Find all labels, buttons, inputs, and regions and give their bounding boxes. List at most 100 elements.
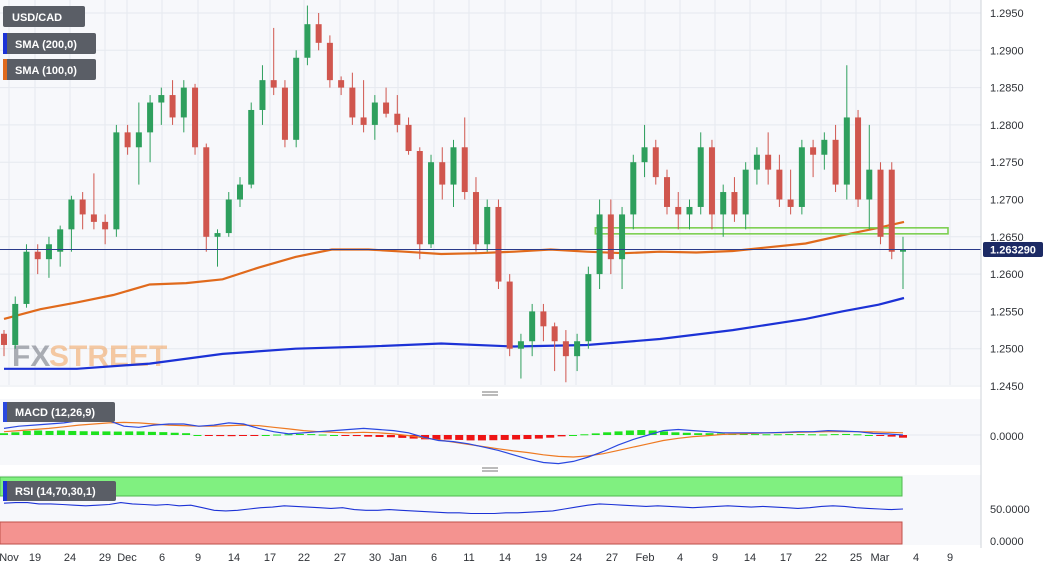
candle-body <box>439 162 446 185</box>
time-tick-label: 30 <box>369 552 381 564</box>
candle <box>495 199 502 290</box>
candle <box>12 296 19 349</box>
pane-resize-handle-1[interactable] <box>482 391 498 396</box>
legend-sma100-badge[interactable]: SMA (100,0) <box>3 59 96 80</box>
candle-body <box>34 251 41 260</box>
candle-body <box>810 147 817 155</box>
candle-body <box>619 214 626 260</box>
candle-body <box>900 249 906 252</box>
candle-body <box>45 244 52 260</box>
candle <box>798 139 805 215</box>
candle <box>708 139 715 230</box>
time-tick-label: Jan <box>389 552 407 564</box>
macd-bar-positive <box>614 431 623 435</box>
macd-bar-positive <box>102 431 111 435</box>
candle <box>551 322 558 372</box>
candle-body <box>697 147 704 207</box>
price-tick-label: 1.2450 <box>990 381 1024 393</box>
pane-resize-handle-2[interactable] <box>482 467 498 472</box>
rsi-line <box>3 502 904 515</box>
candle-body <box>664 177 671 207</box>
candle <box>394 95 401 133</box>
time-tick-label: 24 <box>64 552 76 564</box>
rsi-path <box>3 502 904 515</box>
candle <box>1 330 7 357</box>
candle <box>293 50 300 148</box>
candle <box>192 83 199 155</box>
candle-body <box>472 192 479 245</box>
time-tick-label: 4 <box>913 552 919 564</box>
candle-body <box>832 139 839 185</box>
candle-body <box>180 87 187 118</box>
candle <box>439 147 446 200</box>
macd-main-line <box>3 418 904 465</box>
candle <box>843 65 850 200</box>
sma100-label: SMA (100,0) <box>15 65 77 77</box>
candle-body <box>686 206 693 215</box>
candle <box>888 162 895 260</box>
macd-bar-positive <box>591 433 600 435</box>
legend-sma200-badge[interactable]: SMA (200,0) <box>3 33 96 54</box>
candle <box>281 80 288 148</box>
macd-bar-negative <box>455 435 464 440</box>
price-tick-label: 1.2750 <box>990 157 1024 169</box>
candle <box>517 333 524 379</box>
macd-bar-positive <box>796 434 805 436</box>
time-tick-label: 11 <box>463 552 474 564</box>
candle-body <box>450 147 457 185</box>
candle-body <box>248 109 255 185</box>
price-tick-label: 1.2550 <box>990 306 1024 318</box>
candle-body <box>225 199 232 234</box>
time-tick-label: 22 <box>815 552 827 564</box>
resistance-zone-layer <box>594 227 949 235</box>
macd-pane[interactable]: 0.0000 MACD (12,26,9) <box>0 399 1024 465</box>
rsi-oversold-zone <box>0 521 903 545</box>
macd-bar-positive <box>56 430 65 435</box>
time-tick-label: 25 <box>850 552 862 564</box>
candle-body <box>855 117 862 200</box>
time-tick-label: 24 <box>570 552 582 564</box>
candle-body <box>147 102 154 133</box>
candle <box>596 199 603 290</box>
rsi-tick-0: 0.0000 <box>990 536 1024 548</box>
time-tick-label: 4 <box>677 552 683 564</box>
time-tick-label: 14 <box>744 552 756 564</box>
candle-body <box>405 124 412 152</box>
time-tick-label: 6 <box>159 552 165 564</box>
candle <box>371 95 378 140</box>
candle-body <box>259 80 266 110</box>
macd-bar-positive <box>637 430 646 435</box>
sma200-label: SMA (200,0) <box>15 39 77 51</box>
candle <box>664 169 671 215</box>
macd-bar-negative <box>899 435 907 438</box>
time-tick-label: 29 <box>99 552 111 564</box>
candle <box>225 192 232 237</box>
macd-bar-negative <box>341 435 350 436</box>
macd-bar-positive <box>22 430 31 435</box>
macd-bar-negative <box>432 435 441 440</box>
candle-body <box>484 206 491 245</box>
macd-bar-positive <box>671 432 680 435</box>
candle-body <box>23 251 30 304</box>
candle <box>821 132 828 170</box>
rsi-pane[interactable]: 50.0000 0.0000 RSI (14,70,30,1) <box>0 475 1030 548</box>
price-pane[interactable]: FX STREET 1.29501.29001.28501.28001.2750… <box>0 0 1043 393</box>
candle-body <box>192 87 199 148</box>
legend-macd-badge[interactable]: MACD (12,26,9) <box>3 402 115 422</box>
candle-body <box>68 199 75 230</box>
candle-body <box>428 162 435 245</box>
candle-body <box>90 214 97 222</box>
candle-body <box>1 333 7 345</box>
candle <box>214 229 221 267</box>
legend-rsi-badge[interactable]: RSI (14,70,30,1) <box>3 481 116 501</box>
candle-body <box>57 229 64 252</box>
legend-symbol-badge[interactable]: USD/CAD <box>3 6 85 27</box>
candle-body <box>12 303 19 345</box>
candle-body <box>293 57 300 140</box>
time-tick-label: 27 <box>606 552 618 564</box>
macd-bar-positive <box>182 433 191 435</box>
candle <box>79 192 86 230</box>
candle <box>619 206 626 290</box>
time-tick-label: 27 <box>334 552 346 564</box>
